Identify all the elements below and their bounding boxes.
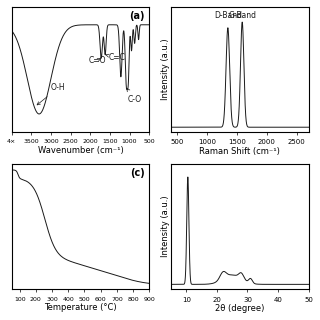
Text: C=C: C=C [106,53,125,62]
Y-axis label: Intensity (a.u.): Intensity (a.u.) [161,196,170,257]
Text: C=O: C=O [88,56,106,65]
X-axis label: Raman Shift (cm⁻¹): Raman Shift (cm⁻¹) [199,147,280,156]
Text: (c): (c) [130,168,145,178]
X-axis label: Wavenumber (cm⁻¹): Wavenumber (cm⁻¹) [37,146,123,155]
Y-axis label: Intensity (a.u.): Intensity (a.u.) [161,39,170,100]
Text: D-Band: D-Band [214,11,242,20]
Text: C-O: C-O [127,88,142,104]
Text: O-H: O-H [37,83,66,105]
Text: G-Band: G-Band [228,11,256,20]
X-axis label: Temperature (°C): Temperature (°C) [44,303,117,312]
X-axis label: 2θ (degree): 2θ (degree) [215,304,265,313]
Text: (a): (a) [130,11,145,21]
